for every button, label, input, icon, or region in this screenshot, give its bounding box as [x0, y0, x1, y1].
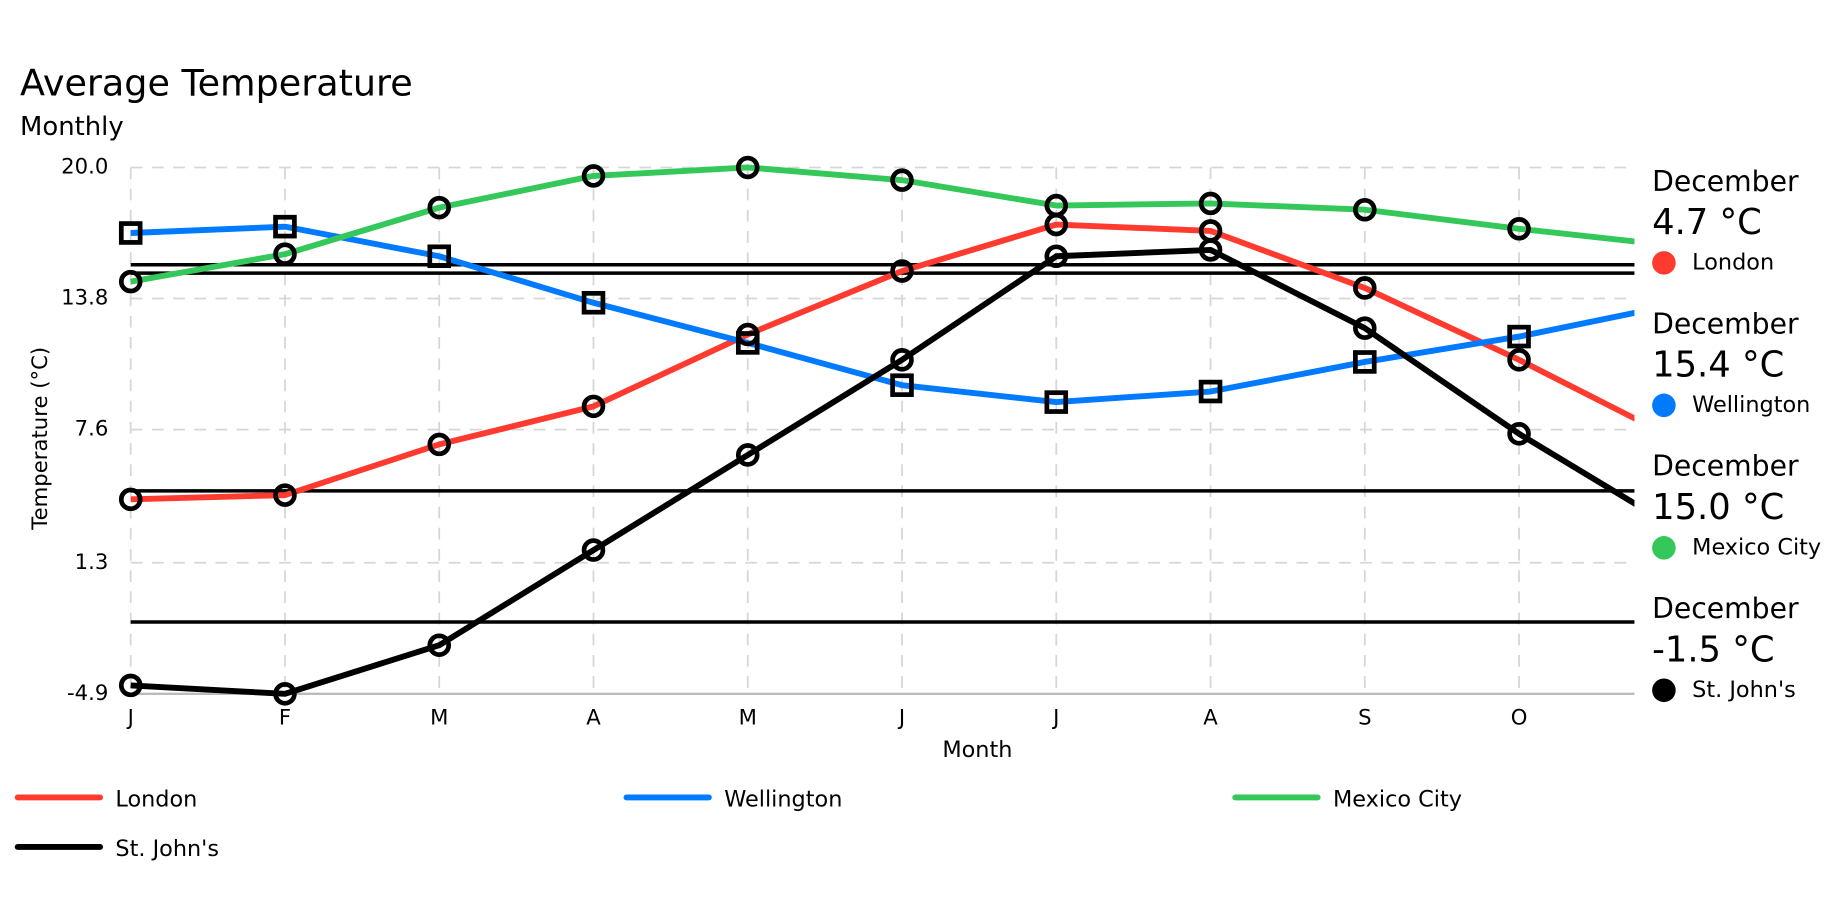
- y-tick-label: -4.9: [67, 680, 108, 705]
- hover-series-name: London: [1692, 249, 1774, 275]
- hover-swatch: [1652, 678, 1676, 703]
- point-marker: [273, 682, 297, 706]
- legend-label: London: [115, 786, 197, 812]
- point-marker: [1507, 422, 1531, 446]
- x-tick-label: M: [430, 705, 448, 730]
- point-marker: [118, 673, 143, 698]
- point-marker: [1198, 379, 1223, 404]
- hover-value: -1.5 °C: [1652, 629, 1774, 670]
- x-tick-label: F: [279, 705, 291, 730]
- hover-series-name: Mexico City: [1692, 534, 1821, 560]
- hover-label: December: [1652, 450, 1799, 483]
- point-marker: [1507, 216, 1531, 241]
- point-marker: [1818, 481, 1837, 500]
- point-marker: [273, 242, 297, 266]
- legend-label: Mexico City: [1333, 786, 1462, 812]
- point-marker: [1353, 316, 1377, 340]
- point-marker: [890, 168, 914, 192]
- legend-label: Wellington: [724, 786, 842, 812]
- point-marker: [1507, 348, 1531, 372]
- hover-swatch: [1652, 393, 1676, 418]
- point-marker: [890, 373, 914, 397]
- point-marker: [1198, 191, 1223, 216]
- series-line: [130, 223, 1635, 406]
- y-tick-label: 13.8: [61, 285, 108, 310]
- y-axis-title: Temperature (°C): [27, 347, 52, 531]
- point-marker: [118, 269, 143, 294]
- point-marker: [427, 195, 452, 220]
- point-marker: [890, 259, 914, 283]
- hover-value: 4.7 °C: [1652, 202, 1762, 243]
- point-marker: [1044, 390, 1069, 414]
- hover-label: December: [1652, 592, 1799, 625]
- y-tick-label: 20.0: [61, 153, 108, 178]
- legend-label: St. John's: [115, 836, 219, 862]
- point-marker: [581, 290, 606, 315]
- point-marker: [1198, 238, 1223, 262]
- chart-title: Average Temperature: [20, 62, 413, 105]
- series-line: [130, 246, 1635, 697]
- point-marker: [1818, 255, 1837, 274]
- x-tick-label: J: [126, 705, 134, 730]
- point-marker: [735, 155, 760, 180]
- point-marker: [427, 244, 452, 269]
- hover-swatch: [1652, 536, 1676, 560]
- x-tick-label: S: [1358, 705, 1371, 730]
- chart-subtitle: Monthly: [20, 112, 124, 142]
- point-marker: [273, 483, 297, 507]
- point-marker: [581, 394, 606, 419]
- point-marker: [1044, 244, 1069, 269]
- x-tick-label: A: [586, 705, 601, 730]
- hover-value: 15.0 °C: [1652, 487, 1784, 528]
- point-marker: [1507, 324, 1531, 349]
- point-marker: [1818, 264, 1837, 283]
- point-marker: [581, 538, 606, 562]
- x-axis-title: Month: [942, 737, 1012, 763]
- point-marker: [890, 348, 914, 372]
- point-marker: [1664, 429, 1683, 448]
- x-tick-label: J: [897, 705, 905, 730]
- point-marker: [581, 164, 606, 188]
- point-marker: [1818, 613, 1837, 632]
- hover-series-name: St. John's: [1692, 677, 1796, 703]
- point-marker: [735, 331, 760, 355]
- point-marker: [118, 221, 143, 245]
- hover-value: 15.4 °C: [1652, 344, 1784, 385]
- x-tick-label: A: [1203, 705, 1218, 730]
- series-line: [130, 164, 1635, 285]
- series-line: [130, 221, 1635, 503]
- point-marker: [427, 633, 452, 657]
- point-marker: [1044, 193, 1069, 218]
- hover-label: December: [1652, 165, 1799, 198]
- point-marker: [1353, 276, 1377, 300]
- hover-swatch: [1652, 251, 1676, 275]
- point-marker: [118, 487, 143, 512]
- hover-series-name: Wellington: [1692, 392, 1810, 418]
- point-marker: [273, 214, 297, 239]
- hover-label: December: [1652, 307, 1799, 340]
- y-tick-label: 7.6: [75, 416, 109, 441]
- point-marker: [1353, 197, 1377, 222]
- point-marker: [427, 432, 452, 457]
- point-marker: [1353, 350, 1377, 374]
- x-tick-label: M: [739, 705, 757, 730]
- x-tick-label: O: [1511, 705, 1528, 730]
- y-tick-label: 1.3: [75, 549, 109, 574]
- x-tick-label: J: [1051, 705, 1059, 730]
- point-marker: [735, 443, 760, 467]
